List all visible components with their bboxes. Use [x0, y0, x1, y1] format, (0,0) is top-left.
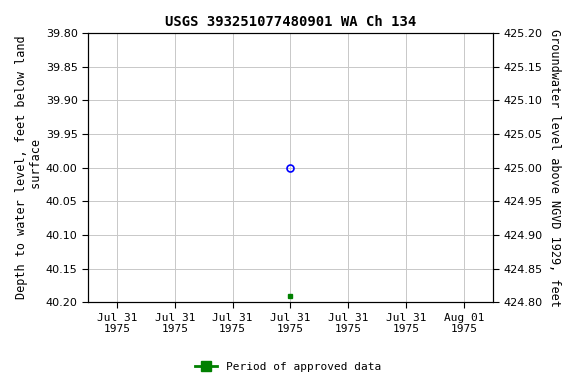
- Title: USGS 393251077480901 WA Ch 134: USGS 393251077480901 WA Ch 134: [165, 15, 416, 29]
- Legend: Period of approved data: Period of approved data: [191, 358, 385, 377]
- Y-axis label: Depth to water level, feet below land
 surface: Depth to water level, feet below land su…: [15, 36, 43, 300]
- Y-axis label: Groundwater level above NGVD 1929, feet: Groundwater level above NGVD 1929, feet: [548, 29, 561, 306]
